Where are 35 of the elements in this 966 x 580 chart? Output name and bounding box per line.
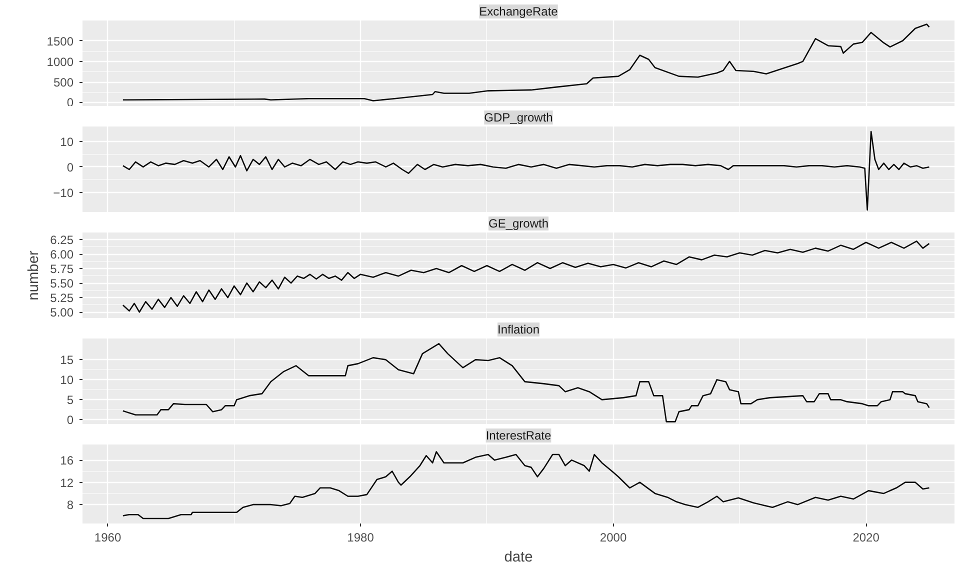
- x-tick-label: 1980: [347, 530, 374, 544]
- x-tick-label: 2000: [600, 530, 627, 544]
- y-tick-label: 0: [66, 160, 74, 174]
- line-series: [122, 240, 930, 313]
- chart-title: Inflation: [497, 322, 540, 336]
- line-series: [122, 343, 930, 422]
- y-tick-label: 10: [60, 373, 74, 388]
- y-tick-label: 16: [60, 454, 74, 468]
- y-tick-label: 5.50: [50, 276, 74, 291]
- y-tick-label: −10: [53, 186, 74, 200]
- line-series: [122, 451, 930, 520]
- y-tick-label: 6.25: [50, 232, 74, 247]
- y-tick-label: 12: [60, 476, 74, 490]
- y-tick-label: 1000: [46, 54, 74, 69]
- y-tick-label: 0: [66, 413, 74, 428]
- chart-title: GE_growth: [488, 216, 549, 230]
- y-tick-label: 5.75: [50, 262, 74, 276]
- x-tick-label: 2020: [852, 530, 880, 544]
- x-tick-label: 1960: [94, 530, 122, 544]
- y-tick-label: 500: [53, 76, 74, 90]
- y-axis-title: number: [26, 250, 42, 300]
- y-tick-label: 6.00: [50, 248, 74, 262]
- y-tick-label: 5.25: [50, 291, 74, 306]
- y-tick-label: 5: [66, 393, 74, 408]
- line-series: [122, 24, 930, 102]
- y-tick-label: 15: [60, 353, 74, 368]
- x-axis-title: date: [504, 550, 533, 566]
- line-series: [122, 130, 930, 211]
- y-tick-label: 10: [60, 135, 74, 150]
- chart-title: InterestRate: [486, 428, 552, 442]
- y-tick-label: 8: [66, 498, 74, 512]
- chart-title: GDP_growth: [484, 110, 553, 124]
- y-tick-label: 5.00: [50, 306, 74, 320]
- y-tick-label: 1500: [46, 34, 74, 48]
- chart-title: ExchangeRate: [479, 4, 558, 18]
